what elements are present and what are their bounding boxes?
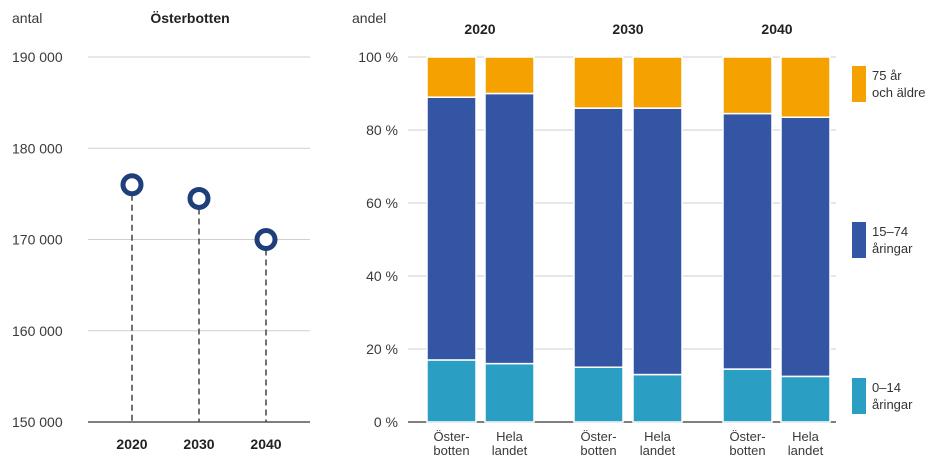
- data-point: [120, 173, 144, 197]
- y-tick-label: 0 %: [374, 414, 398, 430]
- bar-segment: [484, 362, 535, 423]
- x-tick-label-line1: Hela: [792, 429, 820, 444]
- x-tick-label-line1: Hela: [644, 429, 672, 444]
- bar-segment: [632, 373, 683, 423]
- group-label: 2040: [761, 21, 792, 37]
- y-tick-label: 20 %: [366, 341, 398, 357]
- y-tick-label: 40 %: [366, 268, 398, 284]
- bar-segment: [426, 56, 477, 98]
- bar-segment: [484, 92, 535, 365]
- legend-swatch: [852, 378, 866, 414]
- x-tick-label-line1: Hela: [496, 429, 524, 444]
- data-point: [187, 186, 211, 210]
- y-tick-label: 160 000: [12, 323, 63, 339]
- chart-title: Österbotten: [150, 10, 229, 26]
- legend-label-line2: åringar: [872, 241, 913, 256]
- legend-label-line1: 15–74: [872, 224, 908, 239]
- bar-segment: [722, 112, 773, 370]
- bar-segment: [780, 116, 831, 378]
- legend-label-line1: 0–14: [872, 380, 901, 395]
- bar-segment: [780, 375, 831, 423]
- group-label: 2020: [464, 21, 495, 37]
- x-tick-label-line1: Öster-: [580, 429, 616, 444]
- legend-label-line2: och äldre: [872, 85, 925, 100]
- x-tick-label-line1: Öster-: [729, 429, 765, 444]
- bar-segment: [426, 96, 477, 361]
- y-tick-label: 150 000: [12, 414, 63, 430]
- x-tick-label: 2040: [250, 436, 281, 452]
- x-tick-label: 2030: [183, 436, 214, 452]
- x-tick-label-line2: botten: [580, 443, 616, 458]
- x-tick-label-line2: landet: [640, 443, 676, 458]
- legend-swatch: [852, 66, 866, 102]
- group-label: 2030: [612, 21, 643, 37]
- bar-segment: [573, 366, 624, 423]
- bar-segment: [484, 56, 535, 95]
- bar-segment: [722, 56, 773, 115]
- y-tick-label: 190 000: [12, 49, 63, 65]
- x-tick-label-line2: botten: [729, 443, 765, 458]
- bar-segment: [573, 56, 624, 109]
- y-axis-label: antal: [12, 10, 42, 26]
- legend-label-line2: åringar: [872, 397, 913, 412]
- y-tick-label: 170 000: [12, 232, 63, 248]
- y-tick-label: 180 000: [12, 140, 63, 156]
- x-tick-label-line2: landet: [788, 443, 824, 458]
- bar-segment: [573, 107, 624, 368]
- bar-segment: [780, 56, 831, 118]
- x-tick-label-line1: Öster-: [433, 429, 469, 444]
- bar-segment: [632, 56, 683, 109]
- legend-swatch: [852, 222, 866, 258]
- bar-segment: [632, 107, 683, 376]
- x-tick-label-line2: landet: [492, 443, 528, 458]
- y-axis-label: andel: [352, 10, 386, 26]
- x-tick-label: 2020: [116, 436, 147, 452]
- y-tick-label: 100 %: [358, 49, 398, 65]
- y-tick-label: 60 %: [366, 195, 398, 211]
- data-point: [254, 228, 278, 251]
- bar-segment: [426, 359, 477, 423]
- legend-label-line1: 75 år: [872, 68, 902, 83]
- y-tick-label: 80 %: [366, 122, 398, 138]
- bar-segment: [722, 368, 773, 423]
- x-tick-label-line2: botten: [433, 443, 469, 458]
